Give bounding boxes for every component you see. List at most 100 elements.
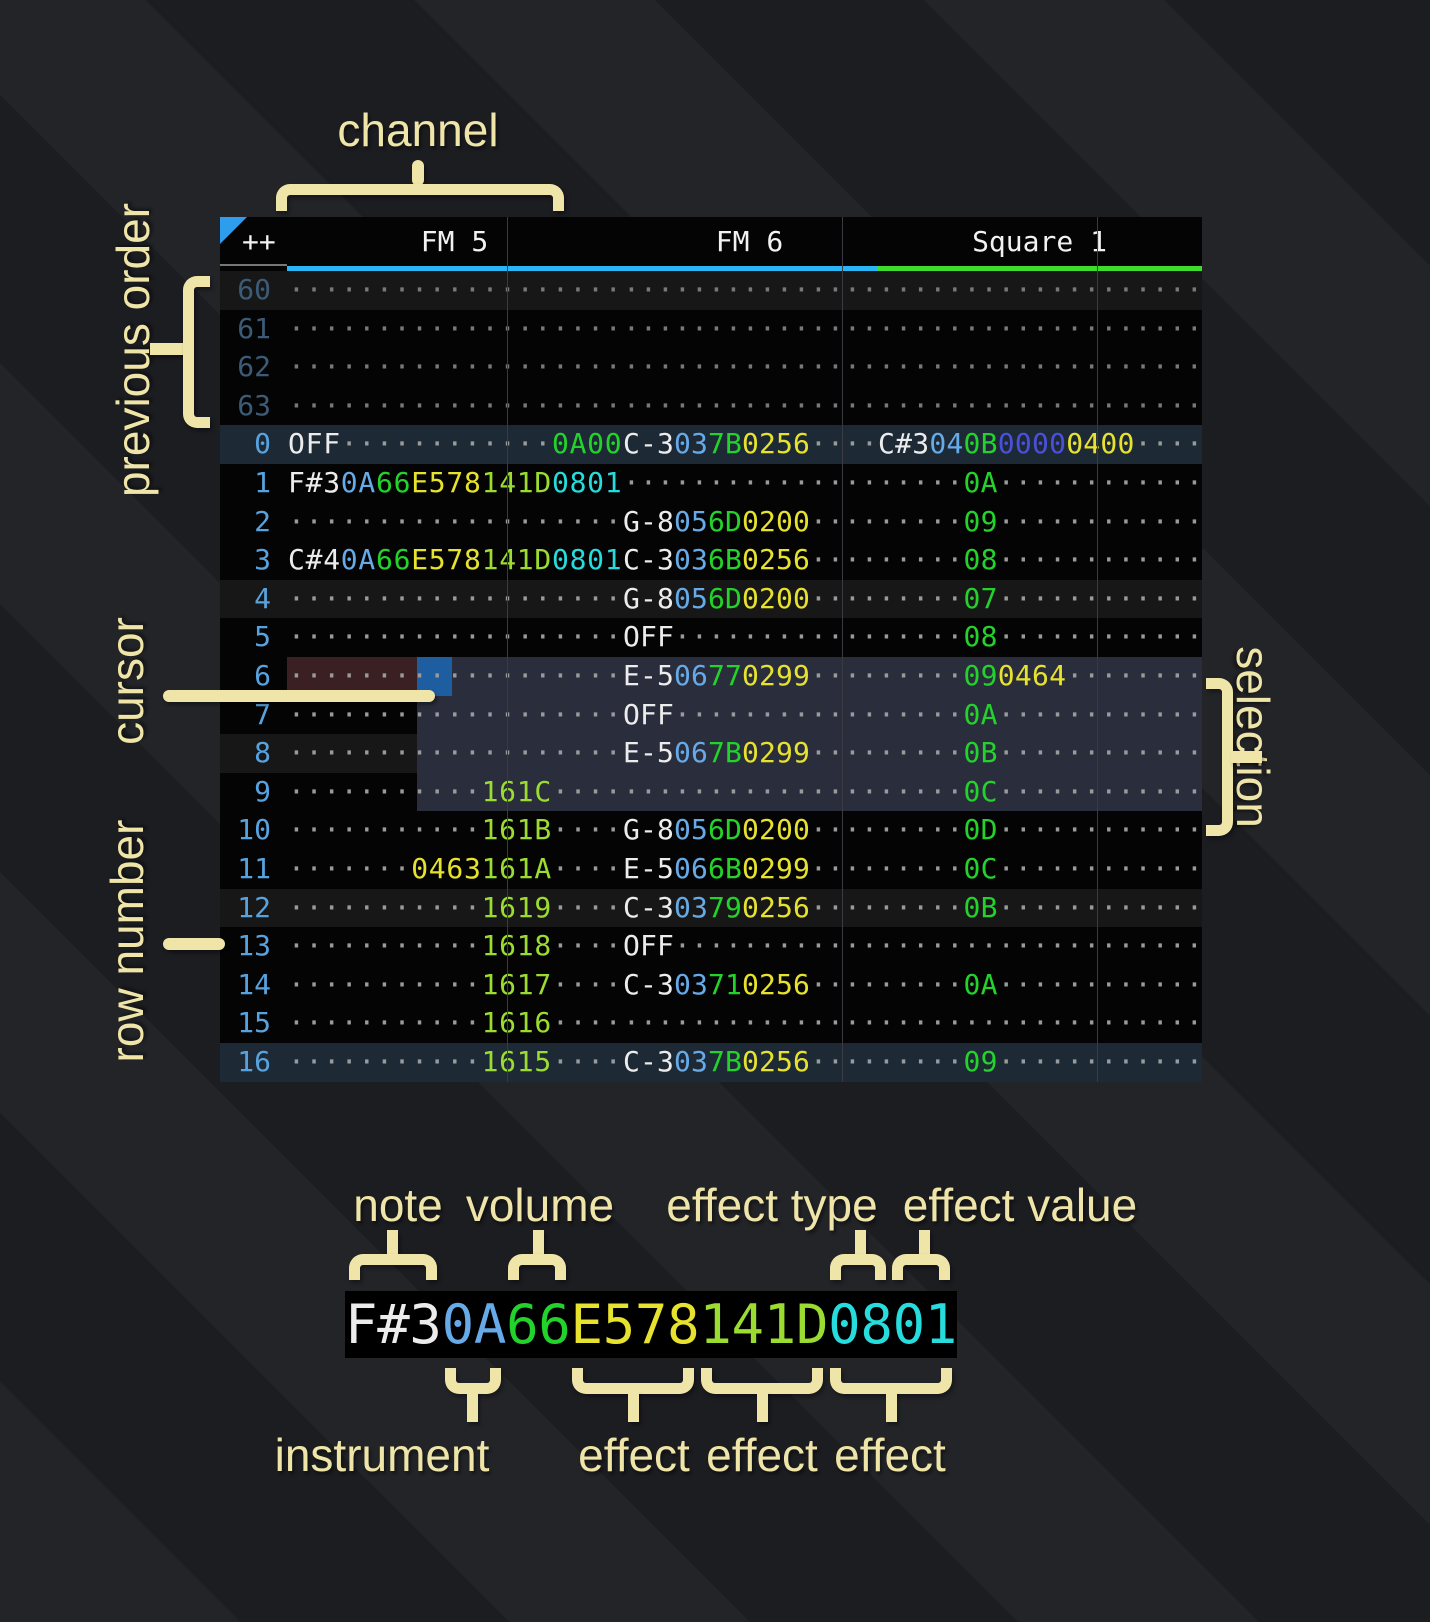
pattern-cell-fm5[interactable]: ··················· bbox=[287, 580, 622, 619]
pattern-cell-fm5[interactable]: ···········161C···· bbox=[287, 773, 622, 812]
pattern-cell-sq1[interactable]: ··················· bbox=[877, 348, 1202, 387]
pattern-cell-fm5[interactable]: ·······0463161A···· bbox=[287, 850, 622, 889]
pattern-cell-sq1[interactable]: ·····0C············ bbox=[877, 773, 1202, 812]
pattern-cell-sq1[interactable]: ·····0B············ bbox=[877, 734, 1202, 773]
pattern-value: 161B bbox=[481, 813, 552, 847]
pattern-cell-fm6[interactable]: ··············· bbox=[622, 773, 877, 812]
pattern-cell-sq1[interactable]: ··················· bbox=[877, 927, 1202, 966]
pattern-cell-fm5[interactable]: ···········1616···· bbox=[287, 1004, 622, 1043]
empty-cell-dots: ··········· bbox=[288, 1006, 482, 1040]
pattern-cell-fm6[interactable]: G-8056D0200···· bbox=[622, 580, 877, 619]
channel-header-fm6[interactable]: FM 6 bbox=[622, 217, 877, 271]
pattern-cell-sq1[interactable]: ··················· bbox=[877, 387, 1202, 426]
order-corner-cell[interactable]: ++ bbox=[220, 217, 287, 266]
pattern-cell-sq1[interactable]: ·····090464········ bbox=[877, 657, 1202, 696]
pattern-cell-sq1[interactable]: ·····0D············ bbox=[877, 811, 1202, 850]
pattern-cell-fm6[interactable]: ··············· bbox=[622, 271, 877, 310]
pattern-cell-fm5[interactable]: ···········1617···· bbox=[287, 966, 622, 1005]
empty-cell-dots: ··············· bbox=[623, 311, 877, 345]
empty-cell-dots: ············ bbox=[997, 465, 1202, 499]
empty-cell-dots: ····· bbox=[878, 813, 964, 847]
pattern-row: 7 ··················· OFF············ ·····… bbox=[220, 696, 1202, 735]
pattern-value: 66 bbox=[376, 543, 412, 577]
pattern-cell-fm6[interactable]: C-303710256···· bbox=[622, 966, 877, 1005]
pattern-cell-fm5[interactable]: OFF············0A00 bbox=[287, 425, 622, 464]
pattern-cell-fm6[interactable]: ··············· bbox=[622, 1004, 877, 1043]
pattern-cell-fm6[interactable]: ··············· bbox=[622, 310, 877, 349]
effect-type-label: effect type bbox=[666, 1179, 878, 1231]
pattern-value: 0A bbox=[963, 697, 998, 731]
pattern-value: 04 bbox=[929, 427, 964, 461]
pattern-value: 0000 bbox=[997, 427, 1067, 461]
pattern-cell-fm6[interactable]: C-3036B0256···· bbox=[622, 541, 877, 580]
pattern-cell-fm6[interactable]: C-303790256···· bbox=[622, 889, 877, 928]
empty-cell-dots: ····· bbox=[878, 967, 964, 1001]
row-highlight bbox=[220, 425, 1202, 464]
empty-cell-dots: ············ bbox=[997, 851, 1202, 885]
pattern-cell-fm5[interactable]: C#40A66E578141D0801 bbox=[287, 541, 622, 580]
pattern-cell-fm5[interactable]: ···········161B···· bbox=[287, 811, 622, 850]
pattern-value: 0A bbox=[963, 465, 998, 499]
row-number: 62 bbox=[237, 350, 271, 384]
pattern-cell-sq1[interactable]: ·····08············ bbox=[877, 541, 1202, 580]
pattern-cell-sq1[interactable]: ·····0B············ bbox=[877, 889, 1202, 928]
pattern-value: 06 bbox=[674, 736, 708, 770]
pattern-cell-fm6[interactable]: OFF············ bbox=[622, 618, 877, 657]
pattern-cell-sq1[interactable]: ··················· bbox=[877, 271, 1202, 310]
pattern-value: 0200 bbox=[742, 813, 810, 847]
empty-cell-dots: ····· bbox=[878, 774, 964, 808]
pattern-value: 0463 bbox=[411, 851, 482, 885]
empty-cell-dots: ············ bbox=[997, 774, 1202, 808]
pattern-cell-sq1[interactable]: ·····0A············ bbox=[877, 966, 1202, 1005]
pattern-cell-sq1[interactable]: ·····0A············ bbox=[877, 696, 1202, 735]
pattern-cell-sq1[interactable]: ··················· bbox=[877, 1004, 1202, 1043]
pattern-cell-fm6[interactable]: E-5067B0299···· bbox=[622, 734, 877, 773]
pattern-cell-fm5[interactable]: ··················· bbox=[287, 503, 622, 542]
pattern-cell-fm5[interactable]: ··················· bbox=[287, 387, 622, 426]
empty-cell-dots: ············ bbox=[340, 427, 552, 461]
empty-cell-dots: ····· bbox=[878, 504, 964, 538]
pattern-cell-sq1[interactable]: ·····07············ bbox=[877, 580, 1202, 619]
pattern-value: 6D bbox=[708, 813, 742, 847]
pattern-value: 0801 bbox=[828, 1293, 958, 1356]
pattern-cell-sq1[interactable]: ··················· bbox=[877, 310, 1202, 349]
empty-cell-dots: ··············· bbox=[623, 388, 877, 422]
pattern-cell-fm5[interactable]: F#30A66E578141D0801 bbox=[287, 464, 622, 503]
pattern-cell-fm5[interactable]: ··················· bbox=[287, 734, 622, 773]
pattern-cell-sq1[interactable]: ·····09············ bbox=[877, 503, 1202, 542]
pattern-cell-sq1[interactable]: ·····09············ bbox=[877, 1043, 1202, 1082]
cursor-pointer-line bbox=[163, 690, 435, 702]
pattern-cell-sq1[interactable]: ·····0C············ bbox=[877, 850, 1202, 889]
pattern-cell-fm6[interactable]: E-506770299···· bbox=[622, 657, 877, 696]
pattern-cell-fm5[interactable]: ··················· bbox=[287, 271, 622, 310]
pattern-cell-fm5[interactable]: ···········1615···· bbox=[287, 1043, 622, 1082]
pattern-cell-fm6[interactable]: C-3037B0256···· bbox=[622, 425, 877, 464]
pattern-cell-fm6[interactable]: ··············· bbox=[622, 348, 877, 387]
cursor-label: cursor bbox=[101, 617, 153, 745]
pattern-value: E-5 bbox=[623, 736, 674, 770]
pattern-cell-fm6[interactable]: E-5066B0299···· bbox=[622, 850, 877, 889]
pattern-row: 61 ··················· ··············· ····… bbox=[220, 310, 1202, 349]
pattern-row: 13 ···········1618···· OFF············ ····… bbox=[220, 927, 1202, 966]
pattern-cell-sq1[interactable]: ·····08············ bbox=[877, 618, 1202, 657]
pattern-cell-fm6[interactable]: OFF············ bbox=[622, 696, 877, 735]
pattern-cell-sq1[interactable]: C#3040B00000400···· bbox=[877, 425, 1202, 464]
pattern-cell-fm5[interactable]: ··················· bbox=[287, 657, 622, 696]
pattern-cell-fm6[interactable]: ··············· bbox=[622, 387, 877, 426]
channel-brace bbox=[276, 184, 564, 211]
pattern-value: 141D bbox=[481, 543, 552, 577]
pattern-cell-fm6[interactable]: ··············· bbox=[622, 464, 877, 503]
pattern-cell-fm6[interactable]: C-3037B0256···· bbox=[622, 1043, 877, 1082]
pattern-cell-fm5[interactable]: ··················· bbox=[287, 310, 622, 349]
pattern-cell-fm6[interactable]: OFF············ bbox=[622, 927, 877, 966]
pattern-cell-fm5[interactable]: ··················· bbox=[287, 696, 622, 735]
pattern-cell-fm6[interactable]: G-8056D0200···· bbox=[622, 503, 877, 542]
pattern-cell-fm6[interactable]: G-8056D0200···· bbox=[622, 811, 877, 850]
channel-header-fm5[interactable]: FM 5 bbox=[287, 217, 622, 271]
channel-header-square1[interactable]: Square 1 bbox=[877, 217, 1202, 271]
pattern-cell-fm5[interactable]: ··················· bbox=[287, 618, 622, 657]
pattern-cell-fm5[interactable]: ···········1619···· bbox=[287, 889, 622, 928]
pattern-cell-fm5[interactable]: ··················· bbox=[287, 348, 622, 387]
pattern-cell-fm5[interactable]: ···········1618···· bbox=[287, 927, 622, 966]
pattern-cell-sq1[interactable]: ·····0A············ bbox=[877, 464, 1202, 503]
